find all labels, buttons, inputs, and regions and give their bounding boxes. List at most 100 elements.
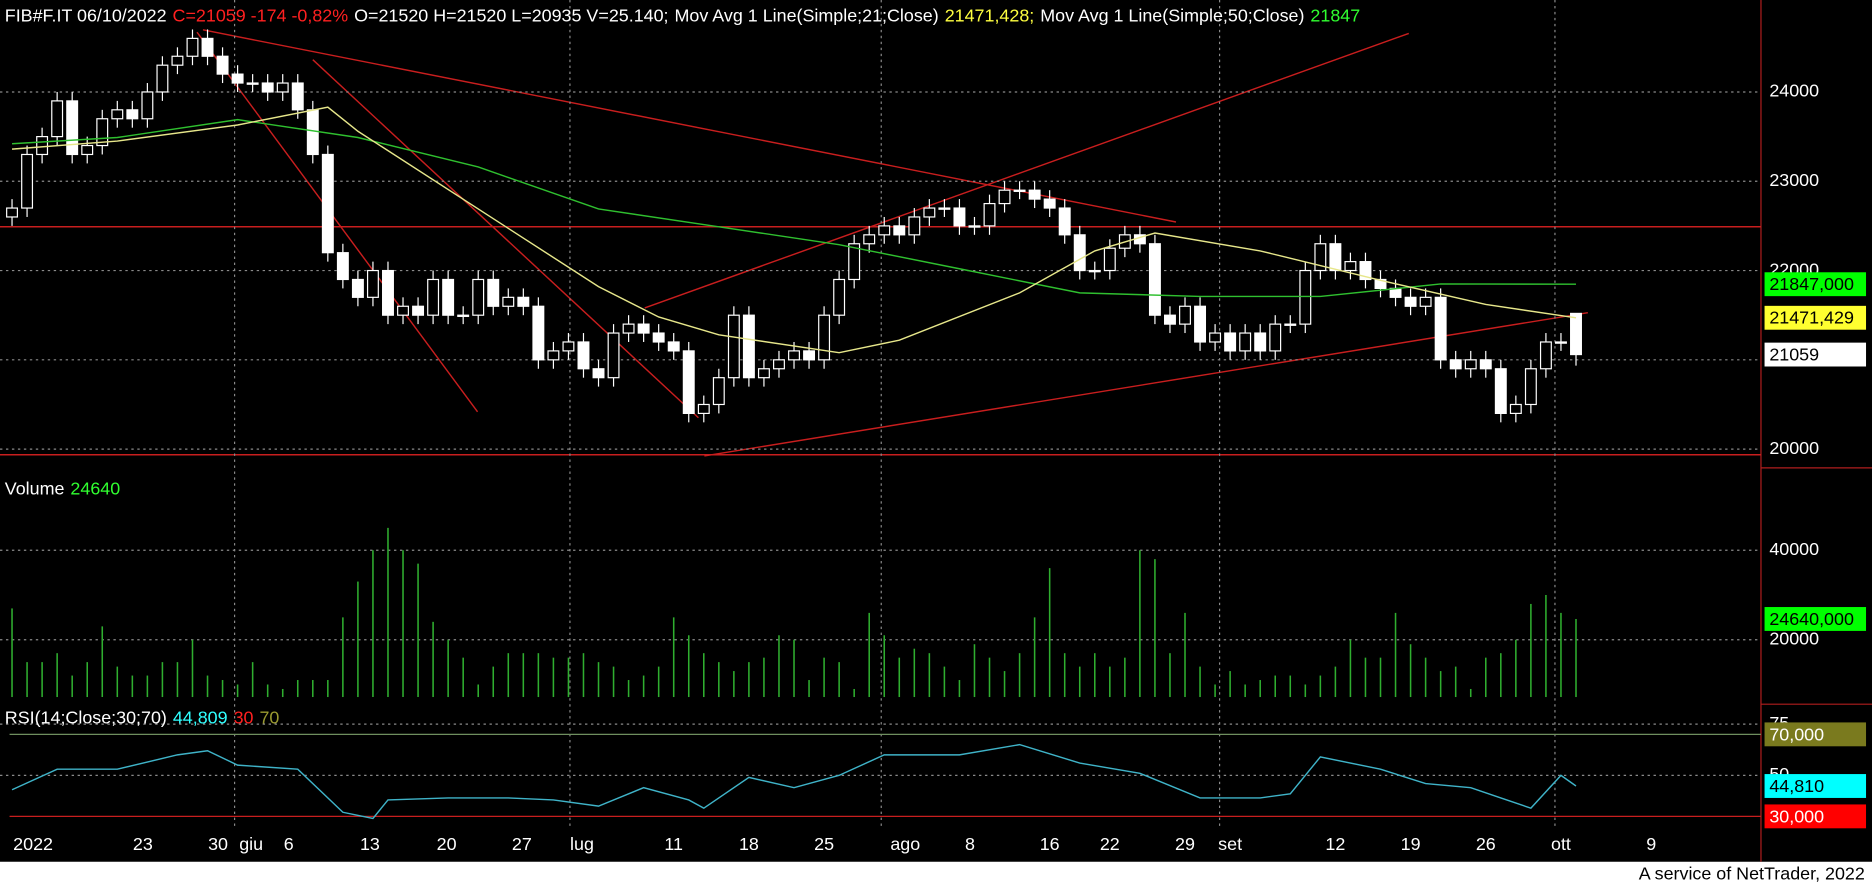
value-tag: [1764, 342, 1867, 367]
candle-body: [562, 341, 575, 352]
value-tag: [1764, 804, 1867, 829]
x-tick-label: 23: [133, 834, 153, 854]
candle-body: [1314, 243, 1327, 272]
header-segment: Volume: [5, 478, 65, 498]
x-tick-label: 9: [1646, 834, 1656, 854]
x-tick-label: 29: [1175, 834, 1195, 854]
header-segment: Mov Avg 1 Line(Simple;21;Close): [675, 5, 939, 25]
candle-body: [366, 269, 379, 298]
header-segment: 24640: [70, 478, 120, 498]
candle-body: [1404, 296, 1417, 307]
candle-body: [306, 109, 319, 156]
x-tick-label: ott: [1551, 834, 1571, 854]
candle-body: [216, 55, 229, 75]
header-segment: 44,809: [173, 707, 228, 727]
candle-body: [818, 314, 831, 361]
footer: A service of NetTrader, 2022: [1639, 864, 1865, 884]
x-tick-label: ago: [890, 834, 920, 854]
candle-body: [1434, 296, 1447, 361]
candle-body: [667, 341, 680, 352]
candle-body: [938, 207, 951, 210]
candle-body: [517, 296, 530, 307]
header-segment: Mov Avg 1 Line(Simple;50;Close): [1040, 5, 1304, 25]
candle-body: [276, 82, 289, 93]
y-tick-label: 20000: [1769, 628, 1819, 648]
candle-body: [788, 350, 800, 361]
candle-body: [953, 207, 966, 227]
candle-body: [637, 323, 650, 334]
candle-body: [502, 296, 515, 307]
candle-body: [863, 234, 876, 245]
rsi-line: [11, 743, 1577, 820]
header-segment: RSI(14;Close;30;70): [5, 707, 167, 727]
candle-body: [51, 100, 64, 138]
y-tick-label: 23000: [1769, 170, 1819, 190]
candle-body: [1013, 189, 1026, 192]
candle-body: [532, 305, 545, 361]
value-tag: [1764, 774, 1867, 798]
value-tag: [1764, 272, 1867, 297]
candle-body: [547, 350, 560, 361]
header-segment: 30: [234, 707, 254, 727]
candle-body: [1239, 332, 1252, 352]
x-tick-label: 2022: [13, 834, 53, 854]
candle-body: [757, 368, 770, 379]
value-tag-label: 21471,429: [1769, 308, 1854, 328]
candle-body: [156, 64, 169, 93]
x-tick-label: 30: [208, 834, 228, 854]
x-tick-label: 25: [814, 834, 834, 854]
candle-body: [893, 225, 906, 236]
candle-body: [577, 341, 590, 370]
value-tag-label: 70,000: [1769, 724, 1824, 744]
candle-body: [291, 82, 304, 111]
trend-line: [196, 31, 479, 413]
x-tick-label: set: [1218, 834, 1242, 854]
candle-body: [246, 82, 259, 85]
candle-body: [1524, 368, 1537, 406]
candle-body: [727, 314, 740, 379]
candle-body: [622, 323, 635, 334]
candle-body: [1479, 359, 1492, 370]
candle-body: [472, 278, 485, 316]
candle-body: [457, 314, 470, 317]
candle-body: [1464, 359, 1477, 370]
footer-band: [0, 861, 1872, 888]
candle-body: [1329, 243, 1342, 272]
candle-body: [21, 153, 34, 209]
candle-body: [141, 91, 154, 120]
candle-body: [321, 153, 334, 254]
candle-body: [1509, 403, 1522, 415]
x-tick-label: 26: [1476, 834, 1496, 854]
panel-header: RSI(14;Close;30;70) 44,809 30 70: [5, 707, 280, 727]
candle-body: [1299, 269, 1312, 325]
value-tag-label: 21847,000: [1769, 274, 1854, 294]
candle-body: [878, 225, 891, 236]
candle-body: [1449, 359, 1462, 370]
header-segment: 70: [259, 707, 279, 727]
candle-body: [1209, 332, 1222, 343]
candle-body: [1570, 312, 1582, 356]
candle-body: [833, 278, 846, 316]
candle-body: [1389, 287, 1402, 298]
y-tick-label: 24000: [1769, 81, 1819, 101]
y-tick-label: 20000: [1769, 438, 1819, 458]
value-tag-label: 44,810: [1769, 776, 1824, 796]
candle-body: [1028, 189, 1041, 200]
trend-line: [312, 59, 699, 419]
y-tick-label: 40000: [1769, 539, 1819, 559]
candle-body: [1103, 247, 1116, 272]
candle-body: [1374, 278, 1387, 289]
candle-body: [607, 332, 620, 379]
candle-body: [1554, 341, 1567, 344]
candle-body: [186, 37, 199, 57]
x-tick-label: 20: [437, 834, 457, 854]
value-tag-label: 24640,000: [1769, 609, 1854, 629]
header-segment: C=21059 -174 -0,82%: [173, 5, 349, 25]
candle-body: [81, 144, 94, 156]
candle-body: [1269, 323, 1282, 352]
candle-body: [1088, 269, 1101, 273]
x-tick-label: 13: [360, 834, 380, 854]
candle-body: [382, 269, 394, 316]
